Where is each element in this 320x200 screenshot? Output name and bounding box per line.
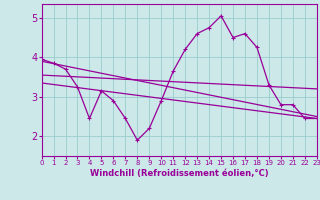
X-axis label: Windchill (Refroidissement éolien,°C): Windchill (Refroidissement éolien,°C): [90, 169, 268, 178]
